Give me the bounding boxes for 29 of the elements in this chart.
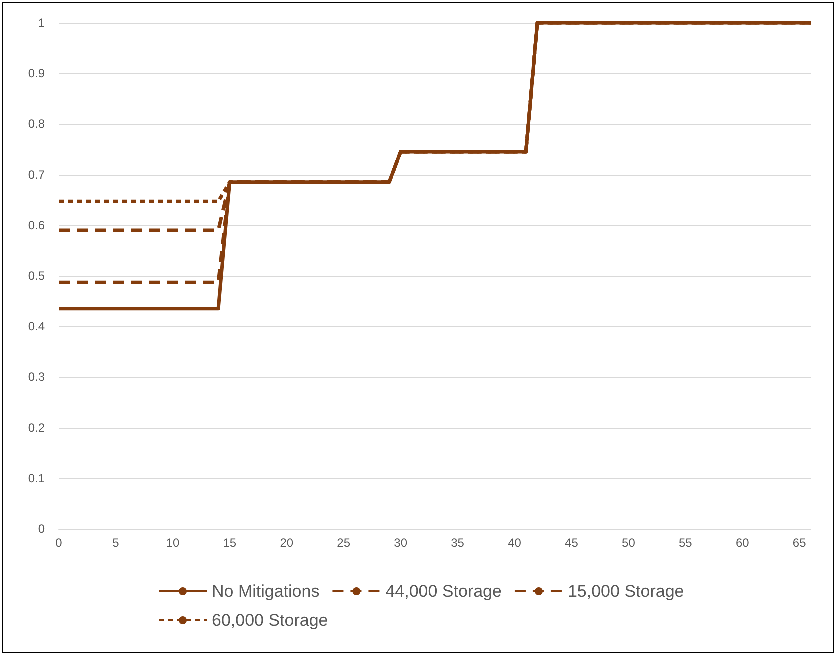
x-tick-label: 25 — [337, 536, 351, 550]
legend-label: 44,000 Storage — [386, 582, 502, 601]
y-tick-label: 1 — [38, 16, 46, 30]
x-tick-label: 20 — [280, 536, 294, 550]
y-tick-label: 0.4 — [28, 320, 46, 334]
x-tick-label: 10 — [166, 536, 180, 550]
x-tick-label: 65 — [792, 536, 807, 550]
y-tick-label: 0.5 — [28, 269, 46, 283]
x-tick-label: 50 — [622, 536, 636, 550]
y-tick-label: 0.8 — [28, 117, 46, 132]
x-tick-label: 15 — [223, 536, 237, 550]
x-tick-label: 45 — [565, 536, 579, 550]
legend-label: 15,000 Storage — [568, 582, 684, 601]
y-tick-label: 0.1 — [28, 471, 46, 486]
x-tick-label: 5 — [112, 536, 120, 550]
legend-label: No Mitigations — [212, 582, 320, 601]
x-tick-label: 0 — [56, 536, 63, 550]
x-tick-label: 40 — [508, 536, 522, 550]
y-tick-label: 0 — [38, 522, 46, 536]
y-tick-label: 0.3 — [28, 370, 46, 384]
legend-label: 60,000 Storage — [212, 611, 328, 630]
y-tick-label: 0.2 — [28, 420, 46, 435]
x-tick-label: 30 — [394, 536, 408, 550]
x-tick-label: 35 — [451, 536, 465, 550]
y-tick-label: 0.9 — [28, 66, 46, 81]
x-tick-label: 55 — [678, 536, 693, 550]
y-tick-label: 0.6 — [28, 218, 46, 232]
x-tick-label: 60 — [736, 536, 750, 550]
y-tick-label: 0.7 — [28, 168, 46, 182]
